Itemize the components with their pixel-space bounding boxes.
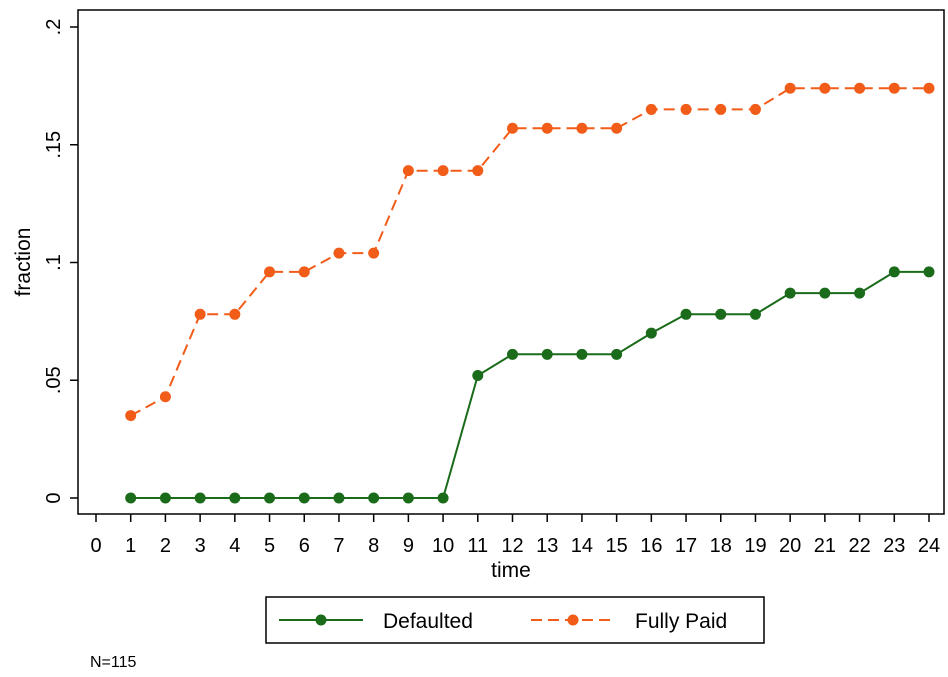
data-point: [923, 82, 935, 94]
data-point: [298, 492, 310, 504]
data-point: [819, 287, 831, 299]
data-point: [507, 122, 518, 134]
data-point: [472, 370, 484, 382]
sample-size-note: N=115: [90, 654, 137, 671]
legend-swatch-marker: [315, 614, 327, 626]
data-point: [923, 266, 935, 278]
data-point: [159, 391, 171, 403]
data-point: [645, 103, 657, 115]
x-tick-label: 10: [432, 535, 454, 557]
x-tick-label: 24: [918, 535, 940, 557]
x-tick-label: 5: [264, 535, 275, 557]
x-tick-label: 8: [368, 535, 379, 557]
data-point: [507, 348, 518, 360]
data-point: [854, 82, 866, 94]
data-point: [854, 287, 866, 299]
x-tick-label: 11: [467, 535, 488, 557]
x-tick-label: 15: [606, 535, 628, 557]
x-tick-label: 14: [571, 535, 593, 557]
data-point: [194, 492, 206, 504]
data-point: [888, 82, 900, 94]
data-point: [229, 308, 241, 320]
legend-items: Defaulted Fully Paid: [279, 610, 727, 633]
x-tick-label: 0: [90, 535, 101, 557]
data-point: [125, 410, 137, 422]
x-tick-label: 18: [710, 535, 732, 557]
data-point: [784, 82, 796, 94]
data-point: [333, 247, 345, 259]
y-tick-label: .1: [43, 254, 65, 271]
data-point: [437, 165, 449, 177]
data-point: [541, 348, 553, 360]
data-point: [749, 103, 761, 115]
x-tick-label: 2: [160, 535, 171, 557]
data-point: [784, 287, 796, 299]
y-axis-title: fraction: [12, 228, 35, 297]
data-point: [437, 492, 449, 504]
data-point: [888, 266, 900, 278]
data-point: [541, 122, 553, 134]
data-point: [333, 492, 345, 504]
data-point: [715, 308, 727, 320]
x-tick-label: 17: [675, 535, 697, 557]
legend-label: Defaulted: [383, 610, 473, 633]
y-tick-label: .15: [43, 131, 65, 159]
data-point: [264, 492, 276, 504]
data-point: [749, 308, 761, 320]
x-tick-label: 4: [229, 535, 240, 557]
y-axis: 0 .05 .1 .15 .2: [43, 19, 78, 504]
series-line: [130, 87, 929, 417]
data-point: [368, 492, 380, 504]
data-point: [159, 492, 171, 504]
data-point: [194, 308, 206, 320]
x-tick-label: 19: [744, 535, 766, 557]
data-point: [611, 122, 623, 134]
data-point: [264, 266, 276, 278]
data-point: [125, 492, 137, 504]
data-point: [576, 122, 588, 134]
data-point: [680, 308, 692, 320]
x-tick-label: 6: [299, 535, 310, 557]
data-point: [819, 82, 831, 94]
series-defaulted: [125, 266, 935, 504]
data-point: [402, 492, 414, 504]
y-tick-label: 0: [43, 492, 65, 503]
x-tick-label: 23: [883, 535, 905, 557]
y-tick-label: .2: [43, 19, 65, 36]
x-axis: 0 1 2 3 4 5 6 7 8 9 10 11 12 13 14 15 16 17 18 19 20 21 22 23 24: [90, 514, 940, 557]
x-tick-label: 22: [848, 535, 870, 557]
x-tick-label: 20: [779, 535, 801, 557]
x-tick-label: 16: [640, 535, 662, 557]
data-point: [368, 247, 380, 259]
data-point: [402, 165, 414, 177]
x-axis-title: time: [491, 559, 531, 582]
legend: Defaulted Fully Paid: [265, 596, 765, 644]
legend-label: Fully Paid: [635, 610, 727, 633]
y-tick-label: .05: [43, 366, 65, 394]
legend-swatch-marker: [567, 614, 579, 626]
data-point: [576, 348, 588, 360]
x-tick-label: 9: [403, 535, 414, 557]
x-tick-label: 12: [501, 535, 523, 557]
series-layer: [125, 82, 935, 504]
x-tick-label: 7: [333, 535, 344, 557]
x-tick-label: 1: [125, 535, 136, 557]
x-tick-label: 13: [536, 535, 558, 557]
data-point: [298, 266, 310, 278]
data-point: [229, 492, 241, 504]
data-point: [611, 348, 623, 360]
data-point: [472, 165, 484, 177]
data-point: [680, 103, 692, 115]
data-point: [715, 103, 727, 115]
data-point: [645, 327, 657, 339]
series-line: [130, 270, 929, 499]
x-tick-label: 3: [195, 535, 206, 557]
x-tick-label: 21: [814, 535, 836, 557]
series-fully-paid: [125, 82, 935, 422]
plot-frame: [77, 9, 945, 515]
